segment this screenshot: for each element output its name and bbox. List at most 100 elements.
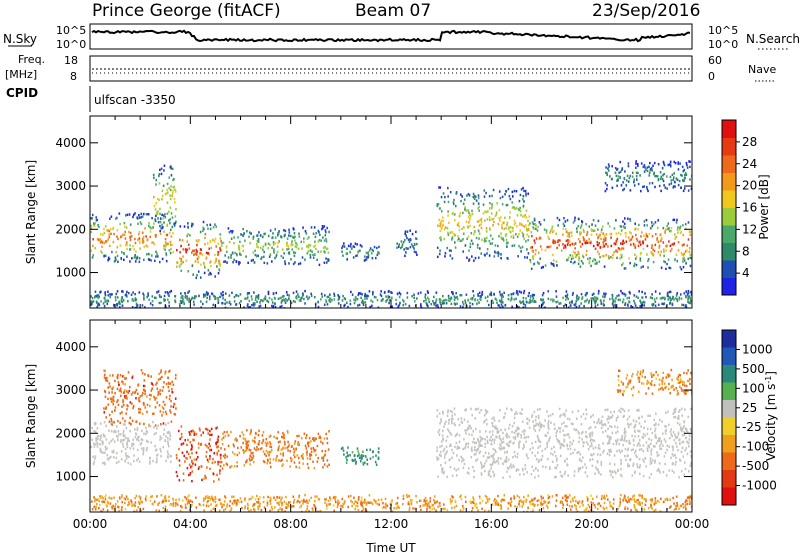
x-tick-label: 16:00	[474, 517, 509, 531]
nsky-tick-low: 10^0	[56, 38, 86, 51]
power-axes: 1000 2000 3000 4000	[55, 116, 693, 308]
velocity-colorbar-tick: -1000	[742, 479, 777, 493]
velocity-colorbar-label: Velocity [m s-1]	[764, 371, 778, 461]
velocity-ytick-label: 3000	[55, 383, 86, 397]
velocity-region	[220, 429, 330, 470]
velocity-region	[175, 425, 222, 483]
nsky-tick-high: 10^5	[56, 24, 86, 37]
velocity-axes: 00:00 04:00 08:00 12:00 16:00 20:00 00:00 1000 2…	[55, 320, 709, 531]
velocity-ytick-label: 2000	[55, 426, 86, 440]
velocity-colorbar-cell	[722, 452, 736, 471]
power-region	[90, 212, 175, 264]
nave-tick-high: 60	[708, 54, 722, 67]
velocity-region	[90, 420, 172, 466]
power-ylabel: Slant Range [km]	[24, 160, 38, 264]
x-tick-label: 04:00	[173, 517, 208, 531]
velocity-colorbar-tick: -25	[742, 420, 762, 434]
power-colorbar-cell	[722, 190, 736, 208]
freq-tick-low: 8	[70, 70, 77, 83]
power-colorbar-cell	[722, 242, 736, 261]
x-tick-label: 00:00	[675, 517, 710, 531]
power-region	[152, 164, 177, 233]
velocity-colorbar-cell	[722, 365, 736, 383]
power-region	[341, 242, 380, 262]
velocity-heatmap	[90, 368, 692, 512]
velocity-region	[616, 368, 692, 397]
nsearch-tick-low: 10^0	[708, 38, 738, 51]
velocity-colorbar-cell	[722, 417, 736, 436]
velocity-colorbar-cell	[722, 400, 736, 418]
velocity-panel: 00:00 04:00 08:00 12:00 16:00 20:00 00:00 1000 2…	[24, 319, 709, 531]
freq-label: Freq.	[18, 53, 45, 66]
station-title: Prince George (fitACF)	[92, 1, 281, 21]
velocity-ylabel: Slant Range [km]	[24, 364, 38, 468]
velocity-colorbar-tick: 100	[742, 381, 765, 395]
power-region	[175, 220, 222, 280]
power-colorbar-cell	[722, 155, 736, 173]
power-ytick-label: 4000	[55, 136, 86, 150]
power-ytick-label: 1000	[55, 266, 86, 280]
power-colorbar-cell	[722, 225, 736, 243]
velocity-colorbar-tick: -100	[742, 440, 769, 454]
nave-label: Nave	[748, 63, 776, 76]
velocity-colorbar: 1000 500 100 25 -25 -100 -500 -1000 Velocity [m…	[721, 329, 778, 506]
x-tick-label: 12:00	[374, 517, 409, 531]
velocity-colorbar-cell	[722, 330, 736, 348]
nave-tick-low: 0	[708, 70, 715, 83]
power-colorbar-cell	[722, 172, 736, 191]
power-colorbar-tick: 20	[742, 179, 757, 193]
velocity-colorbar-tick: 1000	[742, 342, 773, 356]
nsky-label: N.Sky	[3, 32, 37, 46]
velocity-colorbar-tick: -500	[742, 459, 769, 473]
velocity-ytick-label: 1000	[55, 470, 86, 484]
velocity-region	[436, 407, 692, 479]
power-region	[604, 160, 692, 193]
power-panel: 1000 2000 3000 4000 Slant Range [km]	[24, 115, 693, 309]
power-colorbar-tick: 24	[742, 157, 757, 171]
date-title: 23/Sep/2016	[592, 1, 700, 21]
freq-strip: Freq. [MHz] 18 8 60 0 Nave	[5, 53, 776, 83]
noise-strip: N.Sky 10^5 10^0 10^5 10^0 N.Search	[3, 23, 800, 51]
power-colorbar-tick: 4	[742, 266, 750, 280]
power-colorbar-cell	[722, 120, 736, 138]
power-colorbar-cell	[722, 137, 736, 156]
cpid-mode: ulfscan -3350	[94, 93, 176, 107]
freq-tick-high: 18	[64, 54, 78, 67]
x-tick-label: 08:00	[273, 517, 308, 531]
velocity-colorbar-tick: 500	[742, 362, 765, 376]
power-heatmap	[90, 160, 692, 308]
velocity-region	[91, 493, 692, 512]
velocity-ytick-label: 4000	[55, 340, 86, 354]
power-colorbar-cell	[722, 260, 736, 278]
velocity-colorbar-cell	[722, 487, 736, 506]
power-ytick-label: 2000	[55, 222, 86, 236]
power-colorbar-tick: 16	[742, 201, 757, 215]
velocity-colorbar-cell	[722, 347, 736, 366]
power-region	[396, 229, 418, 258]
velocity-region	[103, 369, 177, 427]
beam-title: Beam 07	[355, 1, 431, 21]
velocity-colorbar-cell	[722, 435, 736, 453]
power-colorbar-tick: 12	[742, 222, 757, 236]
x-tick-label: 20:00	[574, 517, 609, 531]
x-tick-label: 00:00	[73, 517, 108, 531]
nsearch-label: N.Search	[746, 32, 800, 46]
power-colorbar-cell	[722, 277, 736, 296]
velocity-region	[340, 446, 380, 466]
power-colorbar-tick: 28	[742, 135, 757, 149]
cpid-label: CPID	[6, 86, 38, 100]
freq-unit-label: [MHz]	[5, 68, 37, 81]
power-colorbar-label: Power [dB]	[757, 174, 771, 239]
noise-trace	[91, 29, 691, 43]
power-colorbar: 4 8 12 16 20 24 28 Power [dB]	[721, 119, 771, 296]
power-region	[436, 186, 531, 262]
velocity-colorbar-cell	[722, 382, 736, 401]
power-colorbar-cell	[722, 207, 736, 226]
x-axis-label: Time UT	[365, 541, 416, 554]
power-colorbar-tick: 8	[742, 244, 750, 258]
nsearch-tick-high: 10^5	[708, 24, 738, 37]
power-region	[90, 289, 692, 308]
power-region	[220, 225, 330, 267]
velocity-colorbar-tick: 25	[742, 401, 757, 415]
